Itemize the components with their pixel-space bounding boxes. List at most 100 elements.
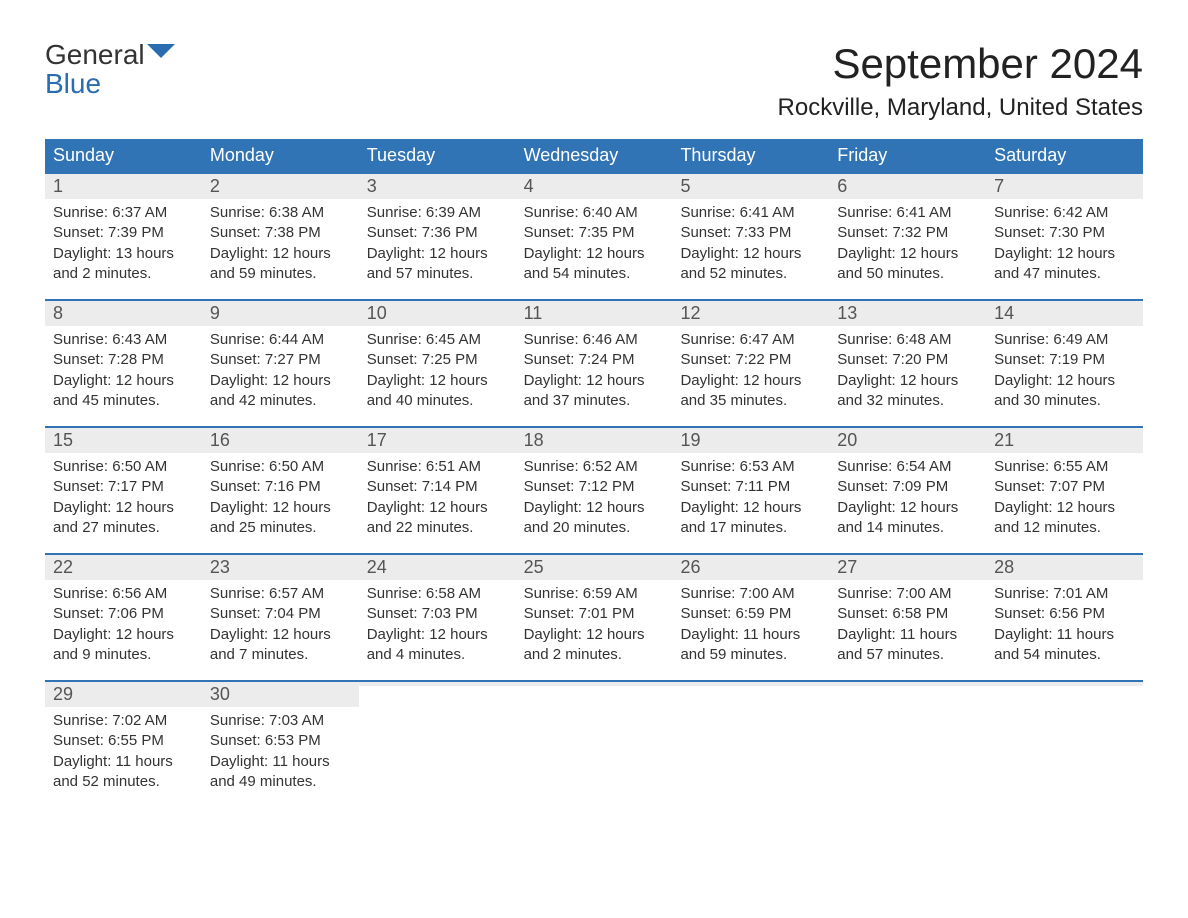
day-number: 10 — [367, 303, 387, 323]
sunrise-text: Sunrise: 6:41 AM — [837, 203, 978, 223]
daylight-text-1: Daylight: 12 hours — [837, 498, 978, 518]
daylight-text-1: Daylight: 12 hours — [210, 244, 351, 264]
day-cell: 27Sunrise: 7:00 AMSunset: 6:58 PMDayligh… — [829, 555, 986, 680]
week-row: 29Sunrise: 7:02 AMSunset: 6:55 PMDayligh… — [45, 680, 1143, 807]
day-number-row: 24 — [359, 555, 516, 580]
sunset-text: Sunset: 6:58 PM — [837, 604, 978, 624]
sunrise-text: Sunrise: 6:54 AM — [837, 457, 978, 477]
day-cell: 23Sunrise: 6:57 AMSunset: 7:04 PMDayligh… — [202, 555, 359, 680]
weeks-container: 1Sunrise: 6:37 AMSunset: 7:39 PMDaylight… — [45, 172, 1143, 807]
day-number: 19 — [680, 430, 700, 450]
day-number: 18 — [524, 430, 544, 450]
daylight-text-2: and 4 minutes. — [367, 645, 508, 665]
day-number: 30 — [210, 684, 230, 704]
day-header-sunday: Sunday — [45, 139, 202, 172]
day-cell — [359, 682, 516, 807]
sunset-text: Sunset: 7:09 PM — [837, 477, 978, 497]
daylight-text-2: and 30 minutes. — [994, 391, 1135, 411]
day-number: 21 — [994, 430, 1014, 450]
day-number: 1 — [53, 176, 63, 196]
daylight-text-1: Daylight: 12 hours — [837, 244, 978, 264]
day-content: Sunrise: 7:00 AMSunset: 6:59 PMDaylight:… — [672, 580, 829, 669]
sunrise-text: Sunrise: 6:58 AM — [367, 584, 508, 604]
day-cell: 20Sunrise: 6:54 AMSunset: 7:09 PMDayligh… — [829, 428, 986, 553]
day-content: Sunrise: 6:44 AMSunset: 7:27 PMDaylight:… — [202, 326, 359, 415]
sunset-text: Sunset: 7:25 PM — [367, 350, 508, 370]
day-content: Sunrise: 6:48 AMSunset: 7:20 PMDaylight:… — [829, 326, 986, 415]
sunrise-text: Sunrise: 6:40 AM — [524, 203, 665, 223]
day-cell — [829, 682, 986, 807]
daylight-text-2: and 7 minutes. — [210, 645, 351, 665]
day-cell: 10 Sunrise: 6:45 AMSunset: 7:25 PMDayligh… — [359, 301, 516, 426]
daylight-text-1: Daylight: 12 hours — [994, 244, 1135, 264]
day-cell: 12Sunrise: 6:47 AMSunset: 7:22 PMDayligh… — [672, 301, 829, 426]
day-number: 28 — [994, 557, 1014, 577]
sunset-text: Sunset: 7:24 PM — [524, 350, 665, 370]
day-cell — [516, 682, 673, 807]
day-number-row: 7 — [986, 174, 1143, 199]
day-number-row: 3 — [359, 174, 516, 199]
day-cell: 11Sunrise: 6:46 AMSunset: 7:24 PMDayligh… — [516, 301, 673, 426]
daylight-text-1: Daylight: 13 hours — [53, 244, 194, 264]
day-number-row: 14 — [986, 301, 1143, 326]
day-header-saturday: Saturday — [986, 139, 1143, 172]
daylight-text-1: Daylight: 12 hours — [524, 371, 665, 391]
sunrise-text: Sunrise: 7:00 AM — [837, 584, 978, 604]
daylight-text-2: and 57 minutes. — [837, 645, 978, 665]
sunrise-text: Sunrise: 6:53 AM — [680, 457, 821, 477]
daylight-text-2: and 25 minutes. — [210, 518, 351, 538]
day-number: 4 — [524, 176, 534, 196]
day-number-row — [986, 682, 1143, 686]
day-cell: 16Sunrise: 6:50 AMSunset: 7:16 PMDayligh… — [202, 428, 359, 553]
day-number: 6 — [837, 176, 847, 196]
week-row: 22Sunrise: 6:56 AMSunset: 7:06 PMDayligh… — [45, 553, 1143, 680]
day-cell — [986, 682, 1143, 807]
sunrise-text: Sunrise: 6:59 AM — [524, 584, 665, 604]
month-title: September 2024 — [778, 40, 1143, 88]
daylight-text-2: and 47 minutes. — [994, 264, 1135, 284]
day-content: Sunrise: 6:49 AMSunset: 7:19 PMDaylight:… — [986, 326, 1143, 415]
day-content: Sunrise: 6:45 AMSunset: 7:25 PMDaylight:… — [359, 326, 516, 415]
daylight-text-1: Daylight: 12 hours — [367, 244, 508, 264]
sunrise-text: Sunrise: 6:50 AM — [210, 457, 351, 477]
sunset-text: Sunset: 7:30 PM — [994, 223, 1135, 243]
day-content: Sunrise: 6:55 AMSunset: 7:07 PMDaylight:… — [986, 453, 1143, 542]
daylight-text-2: and 2 minutes. — [524, 645, 665, 665]
daylight-text-1: Daylight: 12 hours — [994, 498, 1135, 518]
day-cell: 5Sunrise: 6:41 AMSunset: 7:33 PMDaylight… — [672, 174, 829, 299]
day-header-friday: Friday — [829, 139, 986, 172]
daylight-text-2: and 2 minutes. — [53, 264, 194, 284]
daylight-text-1: Daylight: 12 hours — [210, 498, 351, 518]
sunset-text: Sunset: 7:14 PM — [367, 477, 508, 497]
daylight-text-1: Daylight: 12 hours — [524, 498, 665, 518]
sunrise-text: Sunrise: 6:52 AM — [524, 457, 665, 477]
day-cell: 25Sunrise: 6:59 AMSunset: 7:01 PMDayligh… — [516, 555, 673, 680]
day-content: Sunrise: 6:50 AMSunset: 7:17 PMDaylight:… — [45, 453, 202, 542]
sunset-text: Sunset: 7:19 PM — [994, 350, 1135, 370]
day-header-monday: Monday — [202, 139, 359, 172]
day-number-row: 28 — [986, 555, 1143, 580]
sunrise-text: Sunrise: 6:48 AM — [837, 330, 978, 350]
daylight-text-1: Daylight: 11 hours — [680, 625, 821, 645]
sunset-text: Sunset: 7:07 PM — [994, 477, 1135, 497]
sunset-text: Sunset: 7:01 PM — [524, 604, 665, 624]
day-number-row: 9 — [202, 301, 359, 326]
day-cell: 14Sunrise: 6:49 AMSunset: 7:19 PMDayligh… — [986, 301, 1143, 426]
sunset-text: Sunset: 7:11 PM — [680, 477, 821, 497]
day-number-row — [672, 682, 829, 686]
day-cell: 1Sunrise: 6:37 AMSunset: 7:39 PMDaylight… — [45, 174, 202, 299]
sunrise-text: Sunrise: 6:56 AM — [53, 584, 194, 604]
sunrise-text: Sunrise: 7:03 AM — [210, 711, 351, 731]
daylight-text-1: Daylight: 12 hours — [680, 244, 821, 264]
day-content: Sunrise: 6:40 AMSunset: 7:35 PMDaylight:… — [516, 199, 673, 288]
daylight-text-2: and 27 minutes. — [53, 518, 194, 538]
day-content: Sunrise: 7:01 AMSunset: 6:56 PMDaylight:… — [986, 580, 1143, 669]
sunrise-text: Sunrise: 6:39 AM — [367, 203, 508, 223]
day-cell — [672, 682, 829, 807]
daylight-text-1: Daylight: 12 hours — [524, 625, 665, 645]
day-number-row: 11 — [516, 301, 673, 326]
daylight-text-2: and 59 minutes. — [680, 645, 821, 665]
day-number: 15 — [53, 430, 73, 450]
day-header-row: Sunday Monday Tuesday Wednesday Thursday… — [45, 139, 1143, 172]
day-number: 5 — [680, 176, 690, 196]
